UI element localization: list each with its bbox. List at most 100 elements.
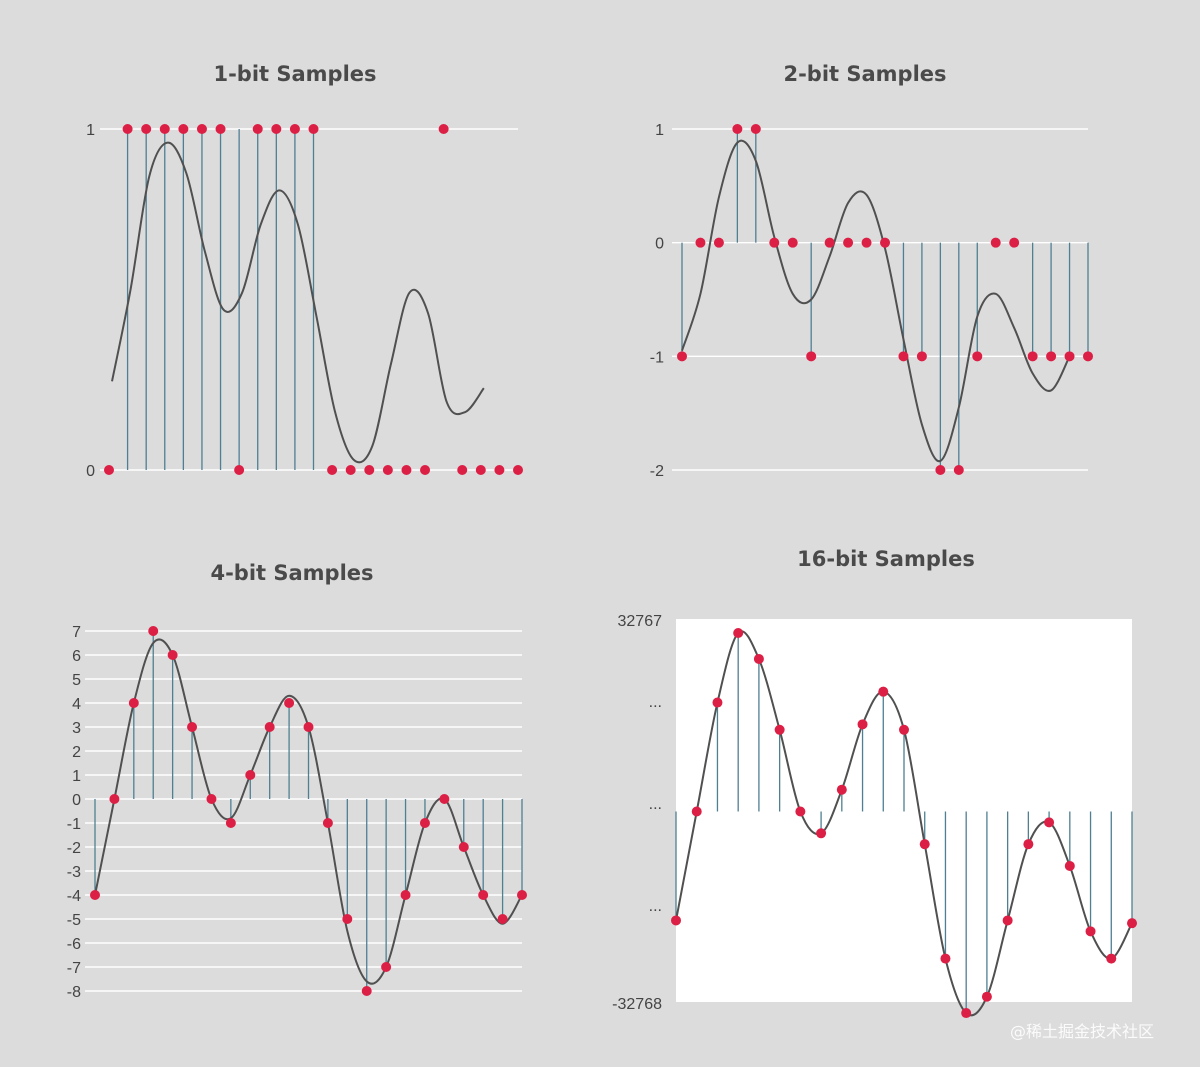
- sample-point: [940, 953, 951, 964]
- y-tick-label: -2: [67, 840, 81, 857]
- sample-point: [458, 842, 469, 852]
- chart-16bit-title: 16-bit Samples: [797, 547, 975, 571]
- sample-point: [1002, 915, 1013, 926]
- sample-point: [1009, 237, 1020, 248]
- sample-point: [517, 890, 527, 900]
- sample-point: [475, 465, 486, 475]
- y-tick-label: -1: [650, 349, 664, 366]
- y-tick-label: 3: [72, 720, 81, 737]
- sample-point: [806, 351, 817, 362]
- y-tick-label: 0: [655, 236, 664, 253]
- y-tick-label: 0: [86, 463, 95, 480]
- sample-point: [420, 465, 431, 475]
- sample-point: [196, 124, 207, 134]
- sample-point: [753, 653, 764, 664]
- sample-point: [1083, 351, 1093, 362]
- sample-point: [245, 770, 256, 780]
- sample-point: [497, 914, 508, 924]
- sample-point: [1027, 351, 1038, 362]
- sample-point: [1023, 839, 1034, 850]
- sample-point: [327, 465, 338, 475]
- sample-point: [677, 351, 687, 362]
- sample-point: [713, 237, 724, 248]
- chart-1bit: 1-bit Samples 0 1: [86, 62, 523, 480]
- sample-point: [695, 237, 706, 248]
- sample-point: [234, 465, 245, 475]
- sample-point: [857, 719, 868, 730]
- signal-curve: [681, 139, 1071, 462]
- y-tick-label: 1: [655, 122, 664, 139]
- sample-point: [795, 806, 806, 817]
- sample-point: [128, 698, 139, 708]
- chart-2bit-title: 2-bit Samples: [783, 62, 946, 86]
- y-tick-label: 7: [72, 624, 81, 641]
- sample-point: [981, 991, 992, 1002]
- sample-point: [898, 351, 909, 362]
- signal-curve: [94, 638, 523, 985]
- sample-point: [513, 465, 523, 475]
- sample-point: [438, 124, 449, 134]
- sample-point: [167, 650, 178, 660]
- sample-point: [400, 890, 411, 900]
- sample-point: [961, 1008, 972, 1019]
- sample-point: [1064, 351, 1075, 362]
- sample-point: [345, 465, 356, 475]
- y-tick-label: ...: [649, 694, 662, 711]
- sample-point: [916, 351, 927, 362]
- sample-point: [322, 818, 333, 828]
- sample-point: [1064, 860, 1075, 871]
- y-tick-label: -5: [67, 912, 81, 929]
- sample-point: [824, 237, 835, 248]
- sample-point: [419, 818, 430, 828]
- y-tick-label: 5: [72, 672, 81, 689]
- sample-point: [880, 237, 890, 248]
- sample-point: [712, 697, 723, 708]
- sample-point: [303, 722, 314, 732]
- sample-point: [1085, 926, 1096, 937]
- y-tick-label: -2: [650, 463, 664, 480]
- sample-point: [1106, 953, 1117, 964]
- y-tick-label: 0: [72, 792, 81, 809]
- sample-point: [494, 465, 505, 475]
- sample-point: [732, 124, 743, 134]
- sample-point: [159, 124, 170, 134]
- y-tick-label: -4: [67, 888, 81, 905]
- sample-point: [1046, 351, 1057, 362]
- sample-point: [284, 698, 295, 708]
- sample-point: [774, 724, 785, 735]
- chart-16bit: 16-bit Samples 32767......... -32768: [612, 547, 1137, 1019]
- sample-point: [919, 839, 930, 850]
- sample-point: [122, 124, 133, 134]
- signal-curve: [111, 141, 485, 464]
- sample-point: [733, 628, 744, 638]
- y-tick-label: ...: [649, 796, 662, 813]
- sample-point: [990, 237, 1001, 248]
- sample-point: [787, 237, 798, 248]
- y-tick-label: 4: [72, 696, 81, 713]
- sample-point: [843, 237, 854, 248]
- sample-point: [364, 465, 375, 475]
- chart-1bit-title: 1-bit Samples: [213, 62, 376, 86]
- sample-point: [750, 124, 761, 134]
- sample-point: [439, 794, 450, 804]
- y-tick-label: -32768: [612, 996, 662, 1013]
- sample-point: [899, 724, 909, 735]
- sample-point: [361, 986, 372, 996]
- y-tick-label: -7: [67, 960, 81, 977]
- sample-point: [1044, 817, 1055, 828]
- sample-point: [691, 806, 702, 817]
- y-tick-label: 32767: [618, 613, 663, 630]
- y-tick-label: -6: [67, 936, 81, 953]
- sample-point: [861, 237, 872, 248]
- sample-point: [225, 818, 236, 828]
- sample-point: [215, 124, 226, 134]
- sample-point: [381, 962, 392, 972]
- sample-point: [935, 465, 946, 475]
- chart-2bit: 2-bit Samples 1 0 -1 -2: [650, 62, 1093, 480]
- sample-point: [148, 626, 159, 636]
- y-tick-label: 2: [72, 744, 81, 761]
- sample-point: [878, 686, 889, 697]
- sample-point: [401, 465, 412, 475]
- y-tick-label: 6: [72, 648, 81, 665]
